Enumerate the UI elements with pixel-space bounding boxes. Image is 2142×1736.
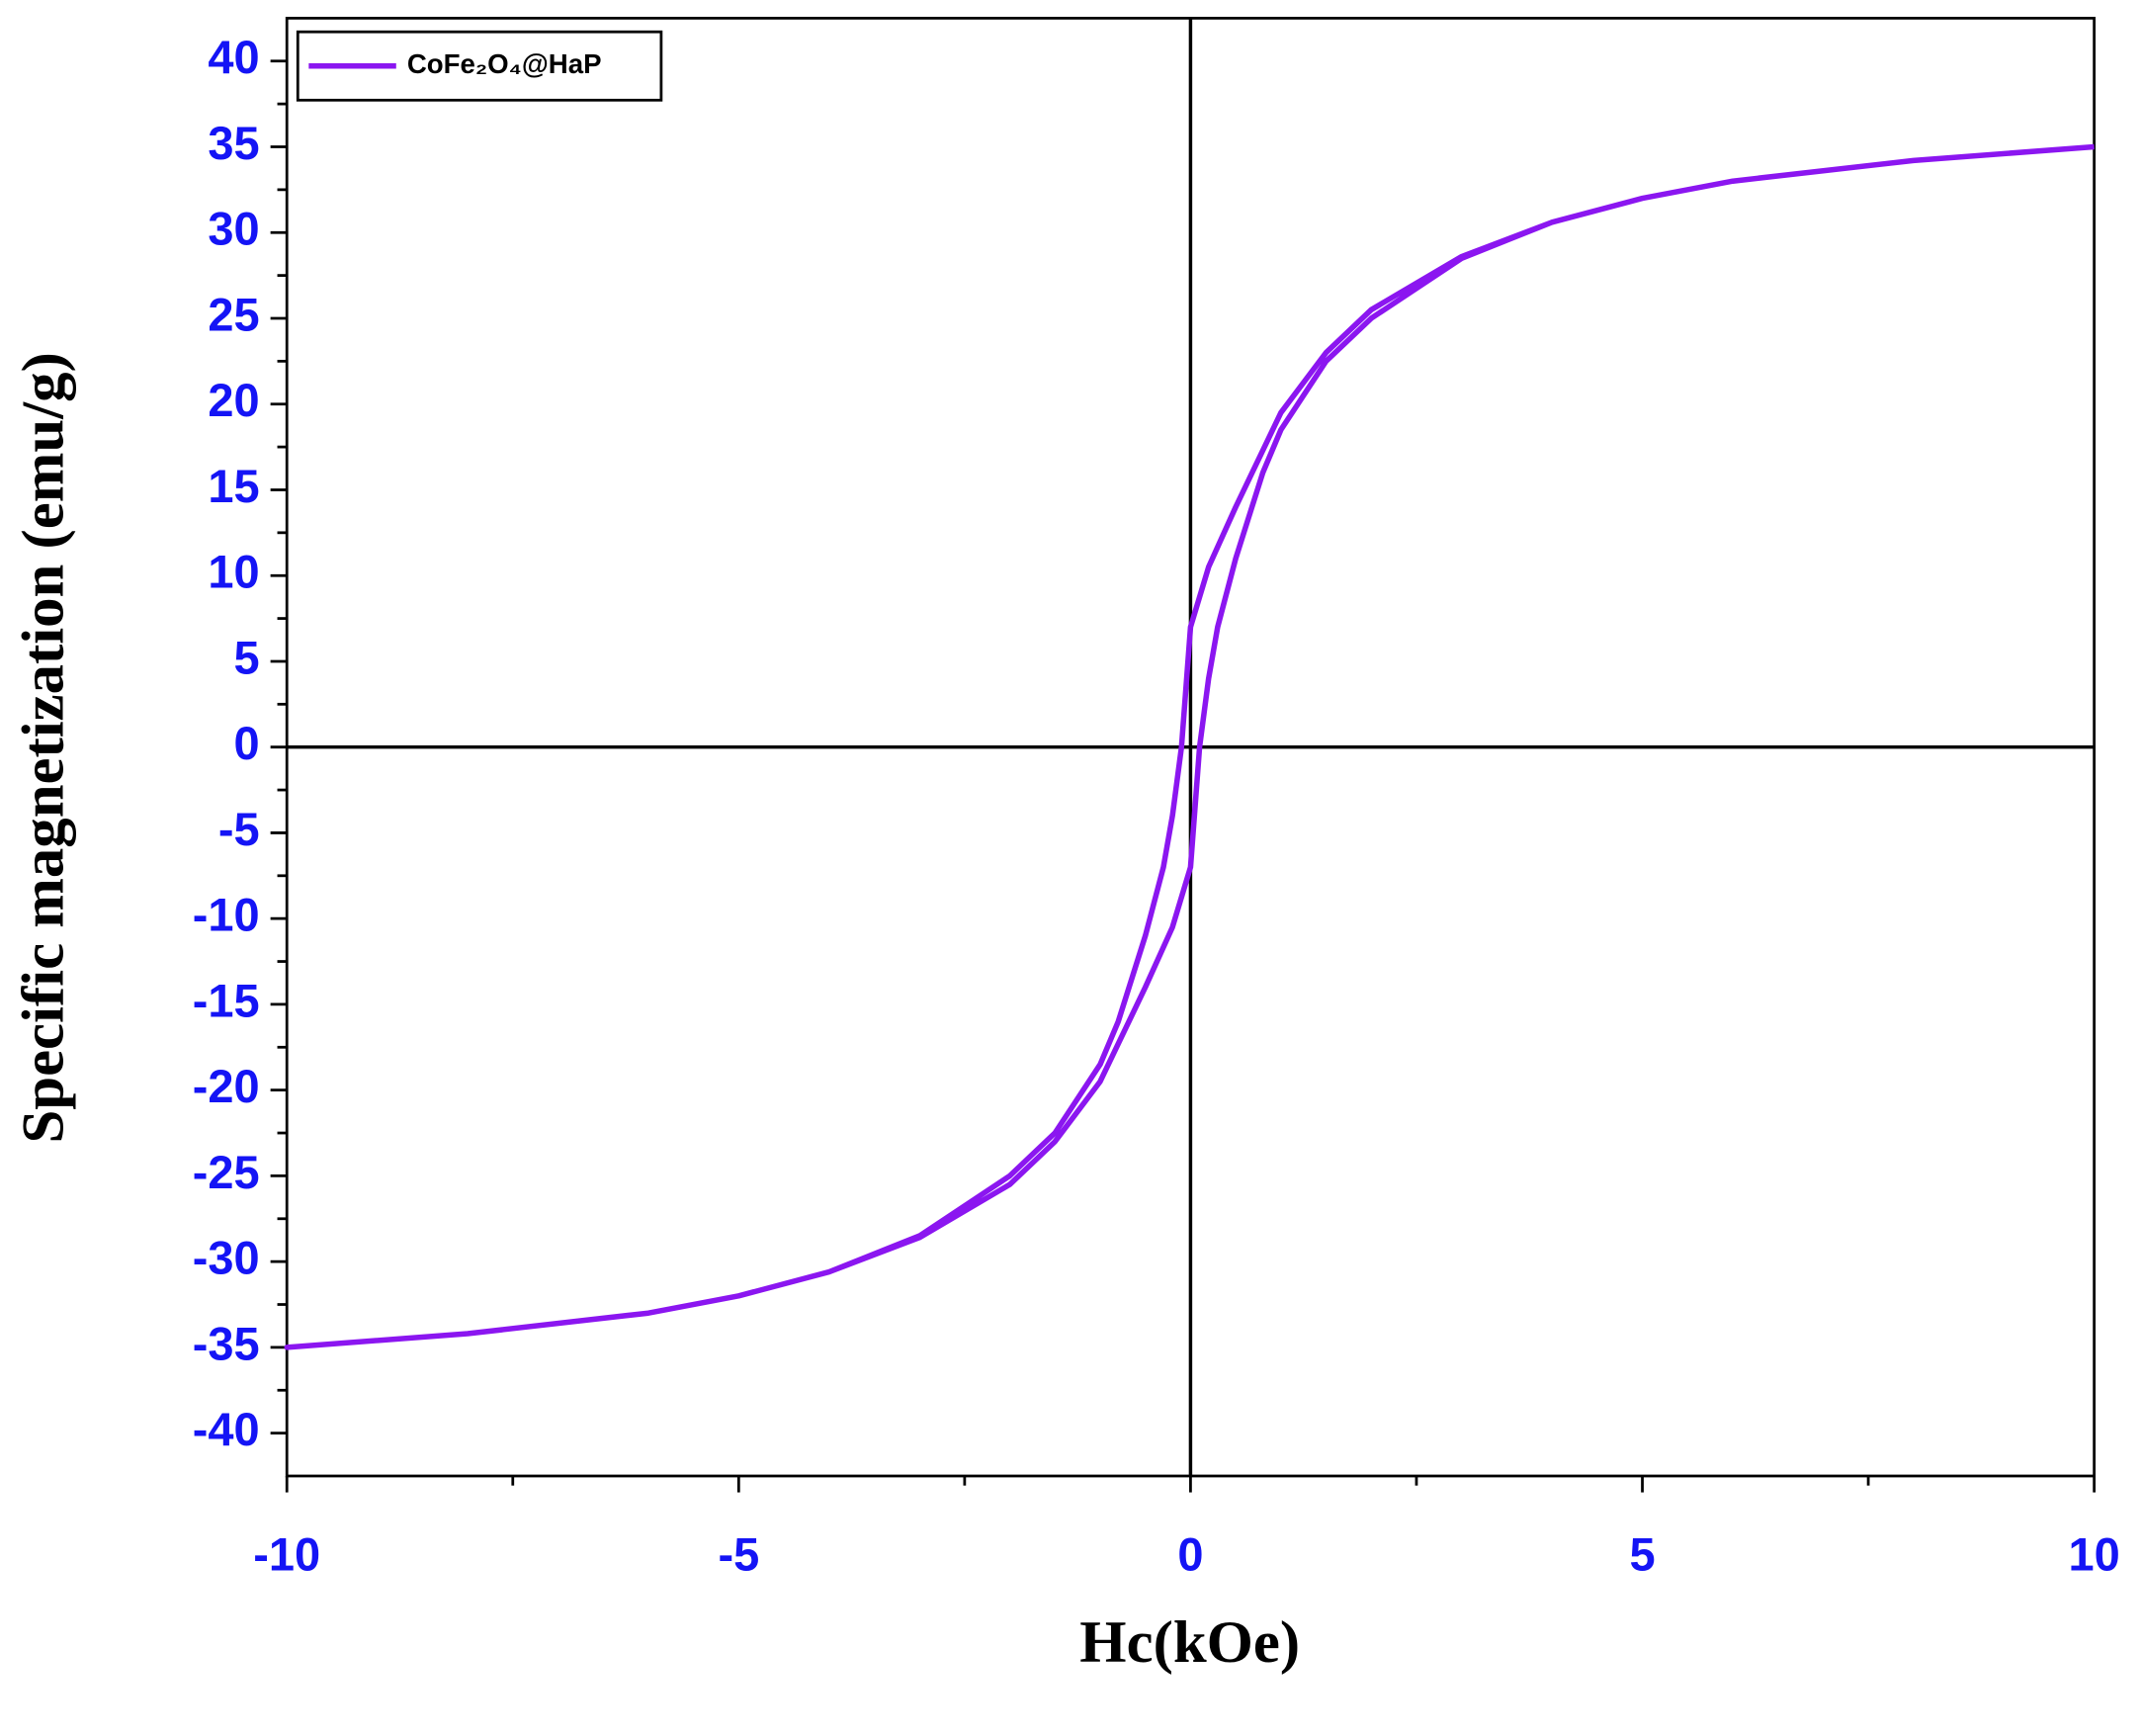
- y-tick-label: 35: [208, 117, 259, 169]
- y-tick-label: 5: [233, 631, 259, 683]
- legend-label: CoFe₂O₄@HaP: [407, 48, 602, 79]
- x-tick-label: 5: [1629, 1527, 1655, 1580]
- y-tick-label: -30: [193, 1232, 260, 1284]
- y-tick-label: -15: [193, 974, 260, 1026]
- y-tick-label: -35: [193, 1317, 260, 1369]
- x-tick-label: -10: [253, 1527, 320, 1580]
- y-axis-title: Specific magnetization (emu/g): [11, 352, 77, 1143]
- y-tick-label: 20: [208, 374, 259, 426]
- y-tick-label: 10: [208, 546, 259, 598]
- y-tick-label: 0: [233, 717, 259, 769]
- y-tick-label: -20: [193, 1060, 260, 1112]
- x-tick-label: 10: [2069, 1527, 2120, 1580]
- y-tick-label: -5: [218, 803, 260, 855]
- x-tick-label: 0: [1177, 1527, 1203, 1580]
- data-line: [284, 143, 2095, 1350]
- y-tick-label: -25: [193, 1146, 260, 1198]
- y-tick-label: -40: [193, 1403, 260, 1455]
- y-tick-label: 25: [208, 288, 259, 340]
- y-tick-label: 15: [208, 460, 259, 512]
- legend: CoFe₂O₄@HaP: [296, 30, 663, 102]
- y-tick-label: 30: [208, 203, 259, 255]
- y-tick-label: -10: [193, 889, 260, 941]
- y-tick-label: 40: [208, 31, 259, 83]
- x-tick-label: -5: [718, 1527, 759, 1580]
- x-axis-title: Hc(kOe): [1079, 1609, 1300, 1676]
